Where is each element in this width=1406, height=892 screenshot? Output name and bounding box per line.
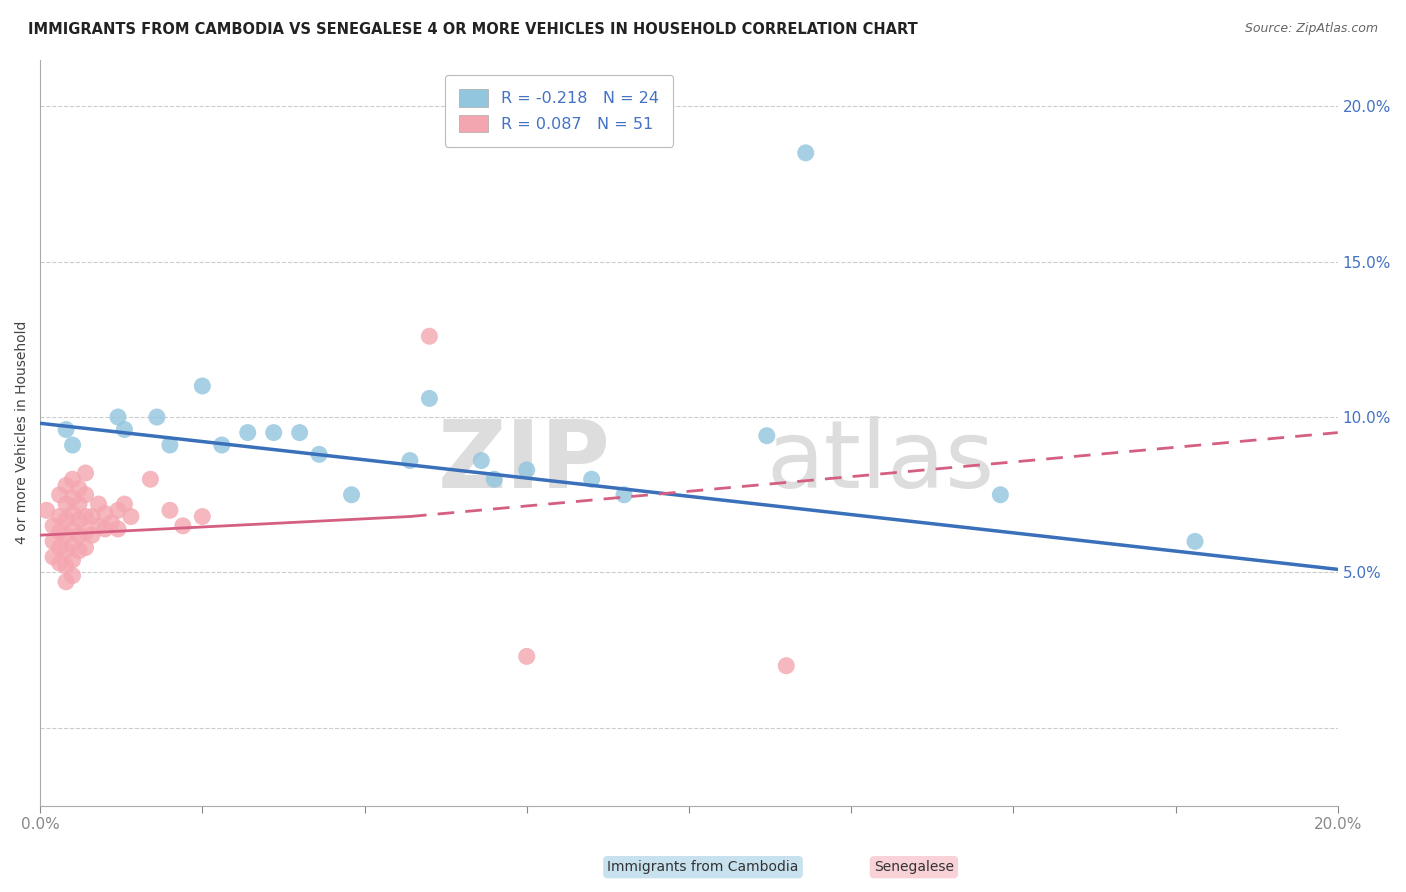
Point: [107, 503, 129, 517]
Point: [35, 503, 58, 517]
Point: [67, 513, 90, 527]
Point: [80, 528, 103, 542]
Point: [1184, 534, 1206, 549]
Point: [62, 537, 84, 551]
Point: [172, 519, 194, 533]
Point: [75, 488, 97, 502]
Point: [516, 649, 538, 664]
Point: [990, 488, 1012, 502]
Point: [191, 379, 214, 393]
Point: [107, 410, 129, 425]
Point: [75, 509, 97, 524]
Point: [42, 549, 65, 564]
Point: [55, 478, 77, 492]
Point: [55, 559, 77, 574]
Point: [67, 482, 90, 496]
Text: IMMIGRANTS FROM CAMBODIA VS SENEGALESE 4 OR MORE VEHICLES IN HOUSEHOLD CORRELATI: IMMIGRANTS FROM CAMBODIA VS SENEGALESE 4…: [28, 22, 918, 37]
Point: [94, 507, 117, 521]
Point: [62, 522, 84, 536]
Point: [48, 488, 70, 502]
Point: [794, 145, 817, 160]
Point: [80, 509, 103, 524]
Point: [55, 528, 77, 542]
Point: [308, 447, 330, 461]
Point: [48, 556, 70, 570]
Point: [613, 488, 636, 502]
Point: [67, 528, 90, 542]
Text: Immigrants from Cambodia: Immigrants from Cambodia: [607, 860, 799, 874]
Point: [775, 658, 797, 673]
Text: ZIP: ZIP: [439, 417, 612, 508]
Point: [516, 463, 538, 477]
Point: [75, 541, 97, 555]
Point: [48, 509, 70, 524]
Point: [755, 428, 778, 442]
Point: [146, 410, 169, 425]
Point: [67, 497, 90, 511]
Point: [62, 568, 84, 582]
Point: [484, 472, 506, 486]
Point: [418, 392, 440, 406]
Point: [263, 425, 285, 440]
Point: [48, 524, 70, 539]
Point: [62, 491, 84, 505]
Point: [48, 541, 70, 555]
Y-axis label: 4 or more Vehicles in Household: 4 or more Vehicles in Household: [15, 321, 30, 544]
Point: [62, 472, 84, 486]
Point: [581, 472, 603, 486]
Text: atlas: atlas: [766, 417, 995, 508]
Point: [340, 488, 363, 502]
Point: [55, 574, 77, 589]
Point: [67, 543, 90, 558]
Point: [236, 425, 259, 440]
Legend: R = -0.218   N = 24, R = 0.087   N = 51: R = -0.218 N = 24, R = 0.087 N = 51: [446, 75, 673, 146]
Point: [94, 522, 117, 536]
Text: Senegalese: Senegalese: [875, 860, 953, 874]
Point: [62, 507, 84, 521]
Point: [62, 438, 84, 452]
Point: [87, 519, 110, 533]
Point: [288, 425, 311, 440]
Point: [62, 553, 84, 567]
Point: [55, 543, 77, 558]
Point: [159, 438, 181, 452]
Point: [42, 519, 65, 533]
Point: [75, 466, 97, 480]
Point: [87, 497, 110, 511]
Point: [159, 503, 181, 517]
Point: [191, 509, 214, 524]
Point: [42, 534, 65, 549]
Point: [55, 497, 77, 511]
Point: [55, 422, 77, 436]
Point: [418, 329, 440, 343]
Point: [399, 453, 422, 467]
Point: [75, 524, 97, 539]
Point: [107, 522, 129, 536]
Point: [55, 513, 77, 527]
Point: [139, 472, 162, 486]
Point: [470, 453, 492, 467]
Point: [114, 497, 136, 511]
Point: [100, 516, 122, 530]
Point: [211, 438, 233, 452]
Point: [120, 509, 142, 524]
Text: Source: ZipAtlas.com: Source: ZipAtlas.com: [1244, 22, 1378, 36]
Point: [114, 422, 136, 436]
